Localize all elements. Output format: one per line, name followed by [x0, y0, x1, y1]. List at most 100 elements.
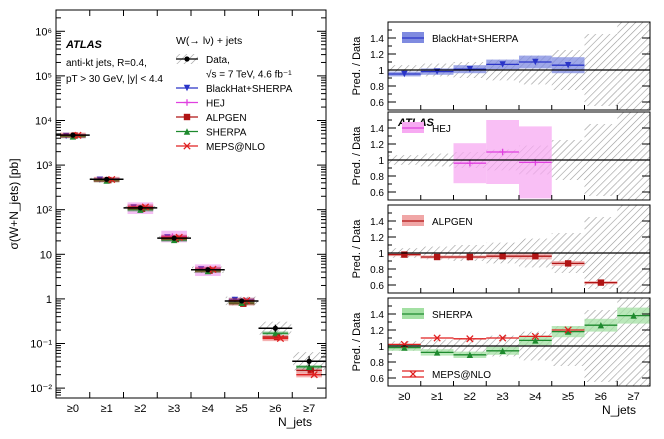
y-axis-label: Pred. / Data: [351, 312, 363, 372]
y-axis-label: Pred. / Data: [351, 219, 363, 279]
y-axis-label: Pred. / Data: [351, 36, 363, 96]
y-tick-label: 10⁶: [35, 26, 52, 38]
prediction-marker: [307, 367, 315, 374]
y-tick-label: 0.6: [370, 281, 384, 292]
ratio-marker: [630, 312, 637, 319]
panel-legend: SHERPA MEPS@NLO: [402, 308, 491, 381]
panel-legend: ALPGEN: [402, 215, 473, 228]
info-line-1: anti-kt jets, R=0.4,: [66, 58, 147, 69]
ratio-marker: [531, 332, 540, 341]
ratio-panel-alpgen: 0.6 0.8 1 1.2 1.4 Pred. / Data ALPGEN: [351, 204, 651, 294]
legend-label: HEJ: [206, 99, 225, 110]
y-tick-label: 0.6: [370, 374, 384, 385]
ratio-marker: [499, 347, 506, 354]
x-tick-label: ≥7: [628, 391, 640, 403]
x-tick-label: ≥1: [431, 391, 443, 403]
y-tick-label: 1: [46, 294, 52, 306]
data-point: [171, 235, 177, 241]
legend-entry: BlackHat+SHERPA: [176, 84, 293, 95]
y-tick-label: 0.6: [370, 188, 384, 199]
legend-label: SHERPA: [206, 128, 247, 139]
y-tick-label: 1: [378, 156, 384, 167]
ratio-marker: [466, 335, 474, 343]
panel-legend: HEJ: [402, 122, 451, 135]
x-tick-label: ≥0: [67, 403, 79, 415]
legend-marker: [183, 128, 191, 135]
legend-label: √s = 7 TeV, 4.6 fb⁻¹: [206, 69, 292, 81]
x-tick-label: ≥6: [269, 403, 281, 415]
ratio-marker: [466, 160, 474, 167]
ratio-panel-blackhat-sherpa: 0.6 0.8 1 1.2 1.4 Pred. / Data BlackHat+SHERPA…: [351, 21, 651, 129]
y-tick-label: 1.4: [370, 217, 384, 228]
prediction-marker: [305, 363, 313, 371]
data-uncertainty-band: [617, 112, 650, 200]
y-tick-label: 10⁵: [35, 71, 52, 83]
ratio-marker: [499, 253, 506, 260]
data-uncertainty-band: [617, 205, 650, 293]
y-tick-label: 0.8: [370, 358, 384, 369]
ratio-marker: [433, 253, 441, 261]
x-tick-label: ≥7: [303, 403, 315, 415]
y-tick-label: 10³: [36, 160, 52, 172]
data-point: [205, 267, 211, 273]
legend-marker: [409, 370, 417, 378]
data-point: [104, 176, 110, 182]
y-axis-label: σ(W+N_jets) [pb]: [7, 158, 21, 249]
y-tick-label: 0.6: [370, 98, 384, 109]
cross-section-plot: 10⁻² 10⁻¹ 1 10 10² 10³ 10⁴ 10⁵ 10⁶ ≥0 ≥1 ≥2 ≥3 ≥4 ≥5 ≥6…: [7, 9, 327, 429]
legend-label: MEPS@NLO: [206, 142, 265, 153]
x-tick-label: ≥4: [529, 391, 541, 403]
y-tick-label: 1.2: [370, 50, 384, 61]
legend-label: Data,: [206, 55, 230, 66]
legend-entry: Data,: [176, 54, 230, 66]
y-axis-label: Pred. / Data: [351, 126, 363, 186]
legend-entry: ALPGEN: [176, 113, 247, 124]
panel-legend: BlackHat+SHERPA: [402, 32, 519, 45]
legend-entry: √s = 7 TeV, 4.6 fb⁻¹: [206, 69, 292, 81]
prediction-marker: [273, 333, 281, 341]
legend-title: W(→ lν) + jets: [176, 35, 242, 47]
ratio-plots: 0.6 0.8 1 1.2 1.4 Pred. / Data BlackHat+SHERPA…: [351, 21, 651, 417]
y-tick-label: 10⁻¹: [30, 339, 52, 351]
ratio-marker: [401, 344, 408, 351]
x-tick-label: ≥4: [202, 403, 214, 415]
ratio-marker: [433, 334, 441, 342]
x-tick-label: ≥2: [134, 403, 146, 415]
ratio-marker: [564, 260, 572, 267]
data-point: [137, 205, 143, 211]
legend-marker: [184, 56, 190, 62]
prediction-marker: [175, 233, 183, 241]
legend-entry: MEPS@NLO: [176, 142, 265, 153]
y-tick-label: 1.4: [370, 310, 384, 321]
legend-label: BlackHat+SHERPA: [432, 34, 519, 45]
prediction-marker: [272, 330, 279, 337]
ratio-marker: [597, 322, 605, 329]
x-tick-label: ≥5: [236, 403, 248, 415]
ratio-marker: [532, 58, 539, 66]
ratio-marker: [564, 328, 572, 335]
x-tick-label: ≥3: [497, 391, 509, 403]
data-uncertainty-band: [617, 22, 650, 110]
x-tick-label: ≥2: [464, 391, 476, 403]
x-axis-label: N_jets: [278, 415, 312, 429]
ratio-marker: [401, 251, 408, 258]
y-tick-label: 10: [40, 249, 52, 261]
y-tick-label: 1.4: [370, 34, 384, 45]
series-sherpa: [60, 133, 322, 371]
x-tick-label: ≥1: [101, 403, 113, 415]
ratio-panel-hej: 0.6 0.8 1 1.2 1.4 Pred. / Data HEJ: [351, 111, 651, 201]
y-tick-label: 10⁴: [35, 115, 52, 127]
y-tick-label: 1: [378, 66, 384, 77]
y-tick-label: 0.8: [370, 82, 384, 93]
y-tick-label: 1.2: [370, 326, 384, 337]
series-blackhat-sherpa: [60, 132, 255, 304]
prediction-marker: [276, 334, 285, 343]
ratio-marker: [433, 349, 441, 356]
legend-label: ALPGEN: [206, 113, 247, 124]
ratio-marker: [466, 253, 474, 261]
y-tick-label: 1.4: [370, 124, 384, 135]
x-tick-label: ≥0: [398, 391, 410, 403]
ratio-marker: [564, 326, 572, 334]
